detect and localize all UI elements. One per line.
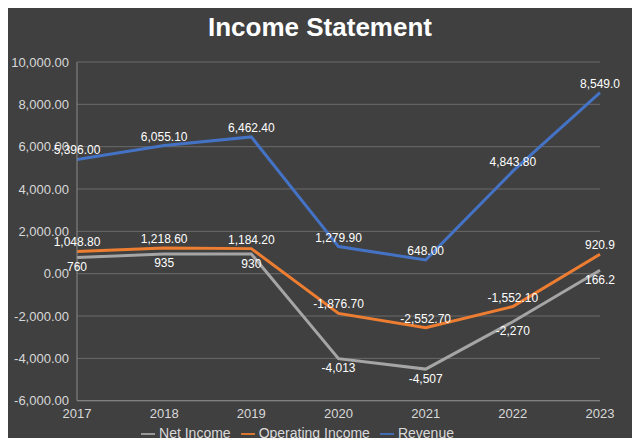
svg-text:2022: 2022 — [498, 406, 527, 421]
svg-text:-4,507: -4,507 — [409, 372, 443, 386]
svg-text:930: 930 — [241, 257, 261, 271]
svg-text:5,396.00: 5,396.00 — [54, 143, 101, 157]
html-text:Operating Income: Operating Income — [258, 424, 370, 441]
svg-text:166.2: 166.2 — [585, 273, 615, 287]
svg-text:1,279.90: 1,279.90 — [315, 231, 362, 245]
svg-text:4,843.80: 4,843.80 — [489, 155, 536, 169]
svg-text:-1,876.70: -1,876.70 — [313, 297, 364, 311]
svg-text:-6,000.00: -6,000.00 — [14, 393, 69, 408]
html-text:Revenue: Revenue — [397, 424, 454, 441]
svg-text:8,549.0: 8,549.0 — [580, 77, 620, 91]
svg-text:760: 760 — [67, 260, 87, 274]
html-text:Income Statement: Income Statement — [208, 12, 432, 42]
svg-text:2,000.00: 2,000.00 — [18, 224, 69, 239]
svg-text:1,048.80: 1,048.80 — [54, 235, 101, 249]
svg-text:10,000.00: 10,000.00 — [11, 55, 69, 70]
svg-text:920.9: 920.9 — [585, 238, 615, 252]
svg-text:8,000.00: 8,000.00 — [18, 97, 69, 112]
svg-text:-4,013: -4,013 — [321, 361, 355, 375]
svg-text:1,218.60: 1,218.60 — [141, 232, 188, 246]
svg-text:2021: 2021 — [411, 406, 440, 421]
svg-text:1,184.20: 1,184.20 — [228, 233, 275, 247]
svg-text:-2,552.70: -2,552.70 — [400, 312, 451, 326]
svg-text:6,055.10: 6,055.10 — [141, 130, 188, 144]
svg-text:2023: 2023 — [586, 406, 615, 421]
svg-text:2019: 2019 — [237, 406, 266, 421]
svg-text:-1,552.10: -1,552.10 — [487, 291, 538, 305]
svg-text:-4,000.00: -4,000.00 — [14, 351, 69, 366]
svg-text:2017: 2017 — [62, 405, 92, 421]
svg-text:2018: 2018 — [150, 406, 179, 421]
svg-text:648.00: 648.00 — [407, 244, 444, 258]
html-text:Net Income: Net Income — [159, 424, 231, 441]
svg-text:6,000.00: 6,000.00 — [18, 139, 69, 155]
svg-text:-2,270: -2,270 — [496, 324, 530, 338]
svg-text:6,462.40: 6,462.40 — [228, 121, 275, 135]
svg-text:-2,000.00: -2,000.00 — [14, 309, 69, 324]
svg-text:2020: 2020 — [324, 406, 353, 421]
svg-text:4,000.00: 4,000.00 — [18, 182, 69, 197]
svg-text:0.00: 0.00 — [44, 266, 69, 281]
svg-text:935: 935 — [154, 256, 174, 270]
